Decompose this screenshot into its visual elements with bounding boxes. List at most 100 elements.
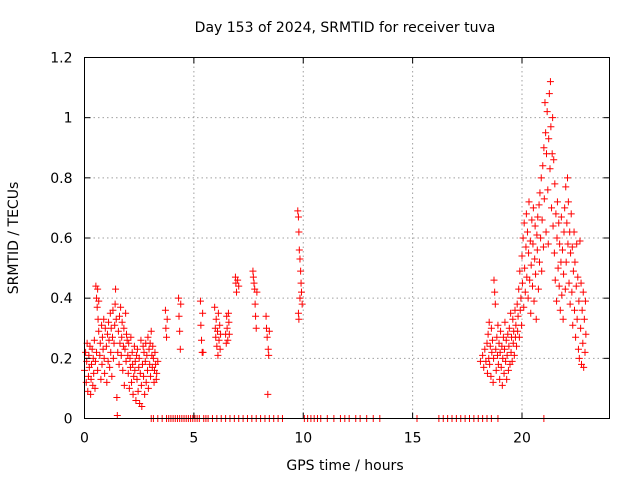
- data-point: [567, 210, 575, 218]
- data-point: [104, 357, 112, 365]
- data-point: [263, 324, 270, 332]
- data-point: [551, 180, 559, 188]
- data-point: [147, 327, 155, 335]
- data-point: [553, 297, 561, 305]
- data-point: [127, 333, 135, 341]
- data-point: [483, 339, 491, 347]
- data-point: [135, 354, 143, 362]
- data-point: [571, 258, 579, 266]
- data-point: [118, 333, 126, 341]
- data-point: [100, 354, 108, 362]
- data-point: [132, 396, 140, 404]
- data-point: [116, 339, 124, 347]
- data-point: [212, 315, 220, 323]
- data-point: [525, 249, 533, 257]
- data-point: [503, 351, 511, 359]
- data-point: [212, 333, 220, 341]
- data-point: [216, 321, 224, 329]
- data-point: [109, 306, 117, 314]
- data-point: [531, 222, 539, 230]
- data-point: [141, 390, 149, 398]
- data-point: [198, 336, 206, 344]
- data-point: [496, 348, 504, 356]
- data-point: [548, 150, 556, 158]
- data-point: [262, 312, 270, 320]
- data-point: [295, 228, 303, 236]
- data-point: [515, 285, 523, 293]
- data-point: [223, 324, 231, 332]
- data-point: [542, 129, 550, 137]
- data-point: [487, 324, 495, 332]
- data-point: [298, 288, 305, 296]
- data-point: [524, 294, 532, 302]
- data-point: [487, 372, 495, 380]
- data-point: [175, 312, 183, 320]
- data-point: [211, 303, 219, 311]
- data-point: [484, 330, 492, 338]
- axis-ticks: [84, 57, 610, 419]
- data-point: [119, 342, 127, 350]
- data-point: [96, 351, 104, 359]
- data-point: [95, 297, 103, 305]
- data-point: [577, 324, 585, 332]
- data-point: [558, 246, 566, 254]
- data-point: [497, 327, 505, 335]
- data-point: [107, 324, 115, 332]
- data-point: [120, 324, 128, 332]
- data-point: [520, 219, 528, 227]
- data-point: [129, 390, 137, 398]
- data-point: [103, 378, 111, 386]
- data-point: [130, 372, 138, 380]
- y-tick-label: 1: [64, 111, 73, 127]
- data-point: [548, 204, 556, 212]
- data-point: [537, 174, 545, 182]
- data-point: [543, 108, 551, 116]
- data-point: [564, 240, 572, 248]
- data-point: [557, 213, 565, 221]
- data-point: [542, 228, 550, 236]
- data-point: [98, 333, 106, 341]
- data-point: [552, 210, 560, 218]
- data-point: [122, 309, 130, 317]
- data-point: [214, 327, 221, 335]
- y-axis-title: SRMTID / TECUs: [6, 182, 22, 295]
- data-point: [141, 357, 149, 365]
- data-point: [555, 282, 563, 290]
- data-point: [199, 348, 207, 356]
- data-point: [109, 354, 117, 362]
- data-point: [112, 315, 120, 323]
- data-point: [140, 372, 148, 380]
- data-point: [114, 327, 122, 335]
- data-point: [501, 345, 508, 353]
- data-point: [112, 285, 120, 293]
- data-point: [144, 333, 152, 341]
- data-point: [519, 234, 527, 242]
- data-point: [105, 336, 113, 344]
- data-point: [148, 351, 156, 359]
- data-point: [124, 369, 132, 377]
- data-point: [94, 285, 102, 293]
- data-point: [99, 345, 107, 353]
- data-point: [153, 369, 161, 377]
- data-point: [125, 339, 133, 347]
- data-point: [98, 360, 106, 368]
- data-point: [531, 255, 539, 263]
- data-point: [82, 348, 90, 356]
- data-point: [555, 219, 563, 227]
- data-point: [518, 279, 526, 287]
- data-point: [252, 312, 260, 320]
- data-point: [567, 249, 575, 257]
- data-point: [573, 315, 581, 323]
- data-point: [122, 357, 130, 365]
- data-point: [87, 375, 95, 383]
- data-point: [93, 348, 101, 356]
- data-point: [225, 330, 233, 338]
- y-tick-label: 0.2: [50, 351, 72, 367]
- data-point: [296, 294, 304, 302]
- data-point: [510, 351, 518, 359]
- data-point: [544, 186, 552, 194]
- data-point: [561, 285, 569, 293]
- data-point: [119, 366, 127, 374]
- data-point: [529, 240, 537, 248]
- data-point: [90, 369, 98, 377]
